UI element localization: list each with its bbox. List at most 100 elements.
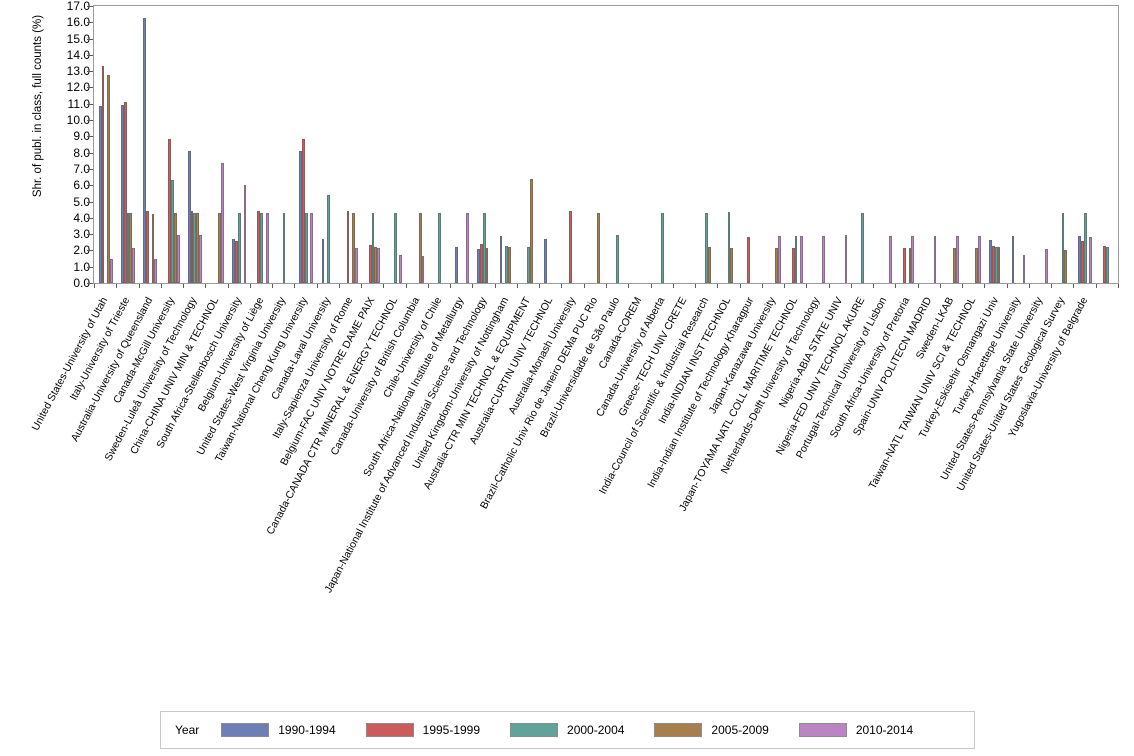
x-tick-mark [1118, 284, 1119, 288]
y-tick-mark [87, 120, 93, 122]
y-tick-label: 2.0 [73, 243, 90, 258]
bar [507, 247, 511, 283]
legend-label: 2010-2014 [855, 723, 914, 737]
bar [992, 245, 995, 283]
y-tick-label: 12.0 [66, 80, 90, 95]
bar [123, 102, 127, 283]
x-tick-mark [1073, 284, 1075, 288]
y-tick-label: 7.0 [73, 161, 90, 176]
bar [527, 247, 531, 283]
x-tick-mark [361, 284, 363, 288]
bar-group [1056, 6, 1070, 283]
bar-group [834, 6, 848, 283]
bar [377, 247, 380, 283]
bar [265, 212, 269, 283]
y-tick-mark [87, 38, 93, 40]
x-tick-mark [784, 284, 786, 288]
bar [143, 18, 147, 283]
bar-group [1078, 6, 1093, 283]
bar [1089, 237, 1093, 283]
bar [727, 212, 731, 283]
legend-items: 1990-1994 1995-1999 2000-2004 2005-2009 2010… [221, 723, 943, 737]
bar-group [633, 6, 647, 283]
chart-legend: Year 1990-1994 1995-1999 2000-2004 2005-200… [160, 711, 975, 749]
bar-group [121, 6, 135, 283]
bar [109, 259, 113, 283]
bar [101, 66, 105, 283]
bar [485, 247, 489, 283]
x-tick-mark [984, 284, 986, 288]
bar [616, 234, 620, 283]
bar [596, 212, 600, 283]
bar [861, 212, 865, 283]
bar [955, 235, 959, 283]
bar [1064, 249, 1068, 283]
bar [260, 212, 264, 283]
bar [393, 212, 397, 283]
x-tick-mark [761, 284, 763, 288]
legend-swatch [654, 723, 703, 737]
bar [235, 240, 238, 283]
x-tick-mark [160, 284, 162, 288]
bar [747, 236, 750, 283]
y-tick-mark [87, 283, 93, 284]
bar-group [789, 6, 803, 283]
x-tick-mark [450, 284, 452, 288]
bar [304, 212, 308, 283]
bar [660, 212, 664, 283]
bar [121, 105, 124, 283]
y-tick-mark [87, 6, 93, 7]
bar [730, 247, 734, 283]
x-tick-mark [227, 284, 229, 288]
bar-group [187, 6, 202, 283]
legend-item[interactable]: 1995-1999 [365, 723, 480, 737]
x-tick-mark [539, 284, 541, 288]
bar [1106, 247, 1109, 283]
bar [196, 212, 199, 283]
bar [889, 235, 892, 283]
y-tick-mark [87, 250, 93, 252]
bar [499, 235, 503, 283]
bar [187, 151, 191, 283]
bar-group [678, 6, 692, 283]
y-tick-mark [87, 87, 93, 89]
legend-item[interactable]: 2000-2004 [510, 723, 624, 737]
bar [129, 212, 133, 283]
bar [98, 106, 102, 283]
bar-group [255, 6, 269, 283]
bar-group [98, 6, 113, 283]
x-tick-mark [1051, 284, 1053, 288]
y-tick-label: 8.0 [73, 145, 90, 160]
bar [151, 213, 155, 283]
x-tick-mark [895, 284, 897, 288]
bar [282, 212, 286, 283]
legend-title: Year [175, 723, 200, 737]
bar-group [767, 6, 781, 283]
x-tick-mark [939, 284, 941, 288]
bar-group [499, 6, 514, 283]
y-tick-mark [87, 22, 93, 24]
x-tick-mark [383, 284, 385, 288]
y-tick-mark [87, 103, 93, 105]
bar [171, 179, 174, 283]
x-tick-mark [717, 284, 719, 288]
bar [530, 178, 533, 283]
legend-item[interactable]: 2005-2009 [654, 723, 769, 737]
bar [421, 256, 425, 283]
bar [154, 259, 158, 283]
y-tick-label: 11.0 [67, 96, 90, 111]
bar [310, 212, 314, 283]
bar [455, 247, 458, 283]
x-tick-mark [138, 284, 140, 288]
legend-item[interactable]: 1990-1994 [221, 723, 336, 737]
bar-group [433, 6, 447, 283]
bar-group [945, 6, 959, 283]
legend-item[interactable]: 2010-2014 [798, 723, 914, 737]
x-tick-mark [628, 284, 630, 288]
bar-group [1101, 6, 1115, 283]
y-tick-label: 17.0 [66, 0, 90, 13]
bar [126, 212, 130, 283]
bar [903, 247, 906, 283]
y-tick-mark [87, 152, 93, 154]
bar [482, 212, 486, 283]
